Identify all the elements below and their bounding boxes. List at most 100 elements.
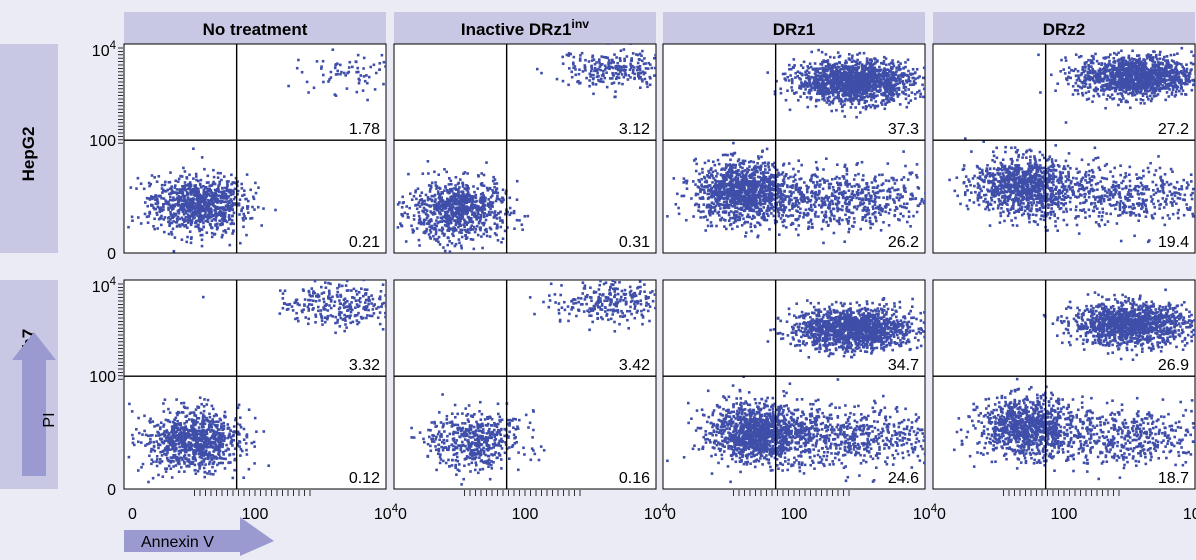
event-dot — [468, 220, 472, 224]
event-dot — [615, 56, 618, 59]
event-dot — [572, 66, 575, 70]
event-dot — [448, 177, 451, 180]
event-dot — [456, 182, 460, 186]
event-dot — [779, 91, 783, 95]
event-dot — [867, 77, 870, 80]
event-dot — [868, 80, 871, 84]
event-dot — [219, 194, 222, 198]
event-dot — [816, 84, 819, 87]
event-dot — [707, 192, 711, 196]
event-dot — [609, 65, 612, 69]
event-dot — [699, 210, 703, 214]
event-dot — [453, 194, 457, 197]
event-dot — [717, 162, 721, 166]
event-dot — [798, 84, 802, 88]
event-dot — [825, 101, 829, 104]
event-dot — [759, 168, 762, 172]
event-dot — [844, 62, 847, 65]
event-dot — [855, 70, 858, 74]
event-dot — [770, 204, 773, 207]
event-dot — [215, 214, 218, 218]
event-dot — [499, 210, 502, 214]
event-dot — [904, 86, 908, 89]
event-dot — [600, 74, 604, 77]
event-dot — [718, 197, 722, 200]
event-dot — [447, 236, 450, 240]
event-dot — [743, 159, 747, 163]
event-dot — [735, 195, 738, 199]
event-dot — [857, 66, 860, 69]
event-dot — [436, 237, 439, 241]
event-dot — [615, 75, 619, 79]
event-dot — [175, 192, 179, 196]
event-dot — [186, 193, 189, 196]
event-dot — [614, 90, 617, 93]
event-dot — [796, 75, 799, 78]
event-dot — [617, 76, 621, 80]
event-dot — [721, 185, 725, 188]
event-dot — [162, 205, 165, 209]
event-dot — [910, 91, 914, 94]
event-dot — [200, 205, 204, 208]
event-dot — [781, 214, 784, 217]
event-dot — [706, 218, 709, 222]
event-dot — [213, 209, 216, 212]
event-dot — [486, 204, 490, 207]
event-dot — [334, 63, 338, 66]
event-dot — [826, 59, 830, 62]
event-dot — [590, 66, 593, 69]
event-dot — [210, 219, 214, 222]
event-dot — [629, 62, 632, 66]
event-dot — [757, 213, 761, 217]
event-dot — [825, 75, 828, 79]
event-dot — [753, 216, 756, 219]
event-dot — [401, 195, 404, 199]
event-dot — [212, 180, 215, 184]
event-dot — [910, 171, 914, 174]
event-dot — [871, 103, 875, 107]
event-dot — [467, 208, 471, 211]
event-dot — [418, 205, 422, 208]
event-dot — [918, 75, 921, 78]
event-dot — [789, 194, 793, 198]
event-dot — [490, 202, 494, 206]
event-dot — [430, 181, 434, 185]
event-dot — [852, 89, 855, 93]
event-dot — [139, 182, 143, 185]
event-dot — [209, 223, 212, 226]
event-dot — [729, 210, 733, 213]
event-dot — [752, 202, 756, 205]
event-dot — [171, 227, 175, 231]
event-dot — [160, 214, 163, 218]
event-dot — [852, 59, 856, 63]
event-dot — [488, 187, 492, 191]
event-dot — [274, 208, 277, 212]
event-dot — [428, 205, 432, 208]
event-dot — [540, 71, 543, 75]
event-dot — [701, 171, 704, 174]
event-dot — [798, 71, 802, 75]
event-dot — [226, 189, 229, 193]
event-dot — [254, 191, 258, 195]
event-dot — [493, 210, 497, 213]
event-dot — [210, 211, 213, 214]
event-dot — [462, 172, 465, 175]
event-dot — [502, 198, 505, 202]
row-labels: HepG2Huh7PIAnnexin V — [0, 44, 274, 556]
event-dot — [847, 84, 851, 88]
event-dot — [814, 76, 818, 79]
event-dot — [555, 77, 559, 81]
event-dot — [831, 77, 835, 81]
event-dot — [410, 224, 413, 228]
event-dot — [819, 62, 822, 66]
event-dot — [844, 75, 848, 79]
event-dot — [781, 72, 785, 76]
event-dot — [232, 222, 235, 226]
event-dot — [727, 183, 731, 186]
event-dot — [196, 192, 199, 195]
event-dot — [227, 180, 230, 183]
event-dot — [732, 152, 736, 155]
event-dot — [846, 77, 850, 81]
event-dot — [723, 205, 726, 208]
event-dot — [887, 224, 891, 227]
